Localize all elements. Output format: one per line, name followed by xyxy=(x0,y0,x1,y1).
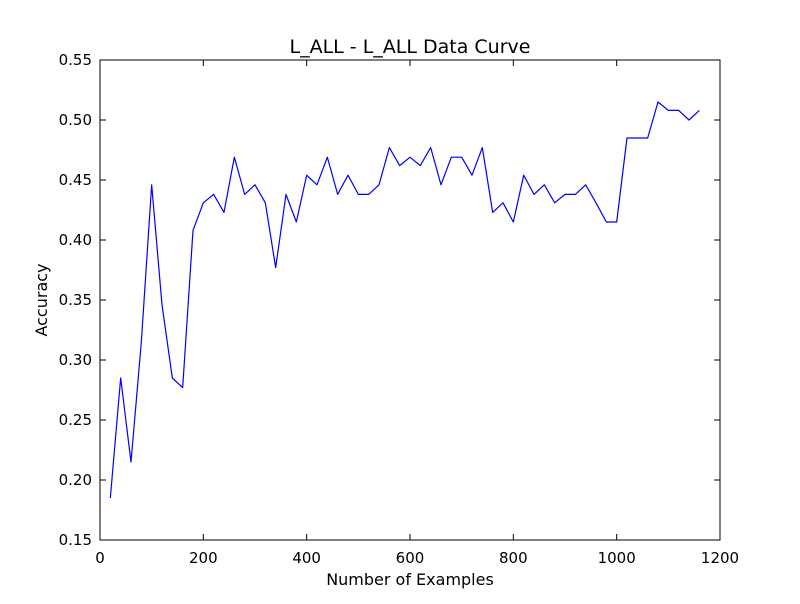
x-tick-label: 1200 xyxy=(701,549,739,567)
y-tick-label: 0.55 xyxy=(59,51,92,69)
x-tick-label: 200 xyxy=(189,549,218,567)
data-point xyxy=(616,221,617,222)
data-point xyxy=(668,110,669,111)
data-point xyxy=(678,110,679,111)
data-point xyxy=(544,184,545,185)
data-point xyxy=(285,194,286,195)
data-point xyxy=(141,341,142,342)
data-point xyxy=(626,137,627,138)
data-point xyxy=(420,165,421,166)
data-point xyxy=(234,157,235,158)
series-layer xyxy=(109,101,700,499)
data-point xyxy=(347,175,348,176)
data-point xyxy=(471,175,472,176)
data-point xyxy=(451,157,452,158)
data-point xyxy=(358,194,359,195)
x-tick-label: 1000 xyxy=(598,549,636,567)
data-point xyxy=(699,110,700,111)
data-point xyxy=(595,202,596,203)
data-point xyxy=(575,194,576,195)
data-point xyxy=(513,221,514,222)
data-point xyxy=(254,184,255,185)
y-tick-label: 0.45 xyxy=(59,171,92,189)
y-tick-label: 0.15 xyxy=(59,531,92,549)
data-point xyxy=(461,157,462,158)
data-point xyxy=(585,184,586,185)
data-point xyxy=(554,202,555,203)
data-point xyxy=(316,184,317,185)
data-point xyxy=(688,119,689,120)
x-axis-label: Number of Examples xyxy=(326,570,494,589)
y-tick-label: 0.25 xyxy=(59,411,92,429)
data-point xyxy=(440,184,441,185)
data-point xyxy=(337,194,338,195)
y-tick-label: 0.30 xyxy=(59,351,92,369)
x-tick-label: 400 xyxy=(292,549,321,567)
x-tick-label: 0 xyxy=(95,549,105,567)
y-tick-label: 0.20 xyxy=(59,471,92,489)
data-point xyxy=(296,221,297,222)
data-point xyxy=(172,377,173,378)
data-point xyxy=(182,387,183,388)
data-point xyxy=(647,137,648,138)
data-point xyxy=(192,230,193,231)
data-point xyxy=(203,202,204,203)
data-point xyxy=(151,184,152,185)
data-point xyxy=(368,194,369,195)
data-point xyxy=(482,147,483,148)
plot-frame xyxy=(99,59,721,541)
data-point xyxy=(244,194,245,195)
data-point xyxy=(523,175,524,176)
data-point xyxy=(265,202,266,203)
data-point xyxy=(130,461,131,462)
data-point xyxy=(409,157,410,158)
series-line xyxy=(109,101,700,499)
data-point xyxy=(110,497,111,498)
y-tick-label: 0.50 xyxy=(59,111,92,129)
data-point xyxy=(502,202,503,203)
data-point xyxy=(533,194,534,195)
data-point xyxy=(213,194,214,195)
data-point xyxy=(306,175,307,176)
data-point xyxy=(327,157,328,158)
data-point xyxy=(223,212,224,213)
x-tick-label: 600 xyxy=(396,549,425,567)
axis-ticks xyxy=(99,59,721,541)
data-point xyxy=(378,184,379,185)
data-point xyxy=(120,377,121,378)
y-tick-label: 0.35 xyxy=(59,291,92,309)
data-point xyxy=(389,147,390,148)
data-point xyxy=(564,194,565,195)
data-point xyxy=(606,221,607,222)
data-point xyxy=(492,212,493,213)
axis-tick-labels: 0 200 400 600 800 1000 1200 0.15 0.20 0.25 0.30 0.3… xyxy=(59,51,740,567)
y-tick-label: 0.40 xyxy=(59,231,92,249)
data-point xyxy=(161,304,162,305)
data-point xyxy=(399,165,400,166)
chart-title: L_ALL - L_ALL Data Curve xyxy=(290,36,531,58)
x-tick-label: 800 xyxy=(499,549,528,567)
data-point xyxy=(637,137,638,138)
y-axis-label: Accuracy xyxy=(32,263,51,336)
data-point xyxy=(657,101,658,102)
data-point xyxy=(275,267,276,268)
data-point xyxy=(430,147,431,148)
